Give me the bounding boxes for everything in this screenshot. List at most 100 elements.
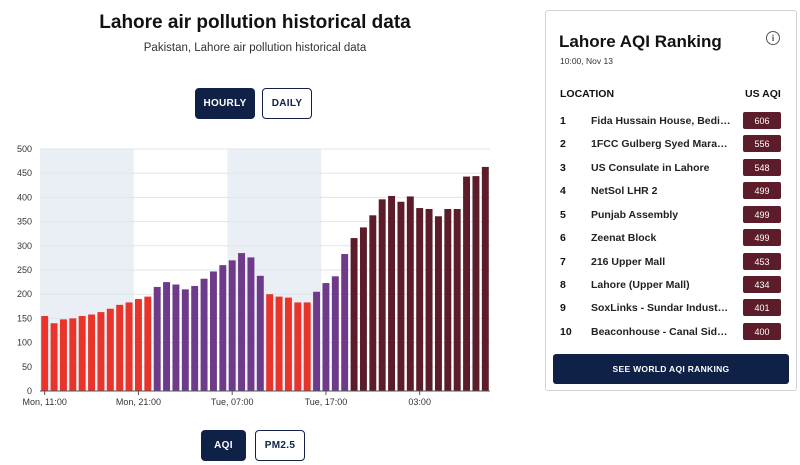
rank-number: 1 — [560, 114, 566, 127]
aqi-badge: 401 — [743, 299, 781, 316]
history-section: Lahore air pollution historical data Pak… — [17, 12, 490, 461]
aqi-bar-chart: 0 50 100 150 200 250 300 350 400 450 500 Mon, 11:00… — [17, 144, 490, 407]
rank-number: 4 — [560, 184, 566, 197]
ranking-row[interactable]: 4 NetSol LHR 2 499 — [546, 179, 798, 202]
y-tick-label: 150 — [17, 313, 32, 323]
location-name[interactable]: SoxLinks - Sundar Industrial Estate — [591, 301, 731, 314]
chart-bar — [481, 166, 489, 391]
x-tick-label: Mon, 11:00 — [23, 397, 67, 407]
chart-bar — [388, 195, 396, 391]
aqi-column-header: US AQI — [745, 88, 781, 100]
aqi-badge: 499 — [743, 229, 781, 246]
ranking-title: Lahore AQI Ranking — [559, 32, 722, 51]
chart-bar — [275, 296, 283, 391]
aqi-badge: 499 — [743, 206, 781, 223]
aqi-badge: 556 — [743, 135, 781, 152]
ranking-row[interactable]: 7 216 Upper Mall 453 — [546, 250, 798, 273]
chart-bar — [219, 265, 227, 391]
ranking-row[interactable]: 10 Beaconhouse - Canal Side Campus 400 — [546, 320, 798, 343]
chart-bar — [163, 282, 171, 391]
chart-bar — [78, 315, 86, 391]
chart-bar — [444, 209, 452, 391]
daily-toggle-button[interactable]: DAILY — [262, 88, 312, 119]
chart-bar — [341, 254, 349, 391]
aqi-badge: 400 — [743, 323, 781, 340]
location-name[interactable]: Beaconhouse - Canal Side Campus — [591, 325, 731, 338]
ranking-row[interactable]: 6 Zeenat Block 499 — [546, 226, 798, 249]
chart-bar — [69, 318, 77, 391]
location-name[interactable]: Fida Hussain House, Bedian Road — [591, 114, 731, 127]
chart-bar — [266, 294, 274, 391]
location-name[interactable]: NetSol LHR 2 — [591, 184, 658, 197]
chart-bar — [125, 302, 133, 391]
y-tick-label: 100 — [17, 338, 32, 348]
ranking-row[interactable]: 9 SoxLinks - Sundar Industrial Estate 40… — [546, 296, 798, 319]
y-tick-label: 250 — [17, 265, 32, 275]
chart-bar — [238, 253, 246, 391]
ranking-row[interactable]: 3 US Consulate in Lahore 548 — [546, 156, 798, 179]
chart-bar — [172, 284, 180, 391]
x-tick-label: 03:00 — [408, 397, 431, 407]
rank-number: 5 — [560, 208, 566, 221]
chart-bar — [472, 176, 480, 391]
y-tick-label: 50 — [22, 362, 32, 372]
location-name[interactable]: 1FCC Gulberg Syed Maratib Ali Road — [591, 137, 731, 150]
chart-bar — [406, 196, 414, 391]
chart-bar — [134, 299, 142, 391]
ranking-timestamp: 10:00, Nov 13 — [560, 56, 613, 66]
chart-bar — [191, 285, 199, 391]
aqi-ranking-panel: Lahore AQI Ranking i 10:00, Nov 13 LOCAT… — [545, 10, 797, 391]
y-tick-label: 350 — [17, 217, 32, 227]
rank-number: 2 — [560, 137, 566, 150]
rank-number: 10 — [560, 325, 572, 338]
chart-bar — [397, 201, 405, 391]
chart-bar — [59, 319, 67, 391]
y-tick-label: 400 — [17, 192, 32, 202]
aqi-toggle-button[interactable]: AQI — [201, 430, 246, 461]
location-name[interactable]: US Consulate in Lahore — [591, 161, 710, 174]
x-tick-label: Tue, 17:00 — [305, 397, 348, 407]
chart-bar — [284, 297, 292, 391]
rank-number: 8 — [560, 278, 566, 291]
chart-bar — [228, 260, 236, 391]
chart-bar — [463, 176, 471, 391]
chart-bar — [256, 275, 264, 391]
pm25-toggle-button[interactable]: PM2.5 — [255, 430, 305, 461]
chart-bar — [434, 216, 442, 391]
ranking-row[interactable]: 2 1FCC Gulberg Syed Maratib Ali Road 556 — [546, 132, 798, 155]
hourly-toggle-button[interactable]: HOURLY — [195, 88, 255, 119]
chart-bar — [97, 312, 105, 391]
rank-number: 7 — [560, 255, 566, 268]
aqi-badge: 548 — [743, 159, 781, 176]
chart-bar — [153, 286, 161, 391]
location-name[interactable]: Zeenat Block — [591, 231, 657, 244]
ranking-row[interactable]: 1 Fida Hussain House, Bedian Road 606 — [546, 109, 798, 132]
y-tick-label: 200 — [17, 289, 32, 299]
y-tick-label: 300 — [17, 241, 32, 251]
chart-bar — [294, 302, 302, 391]
rank-number: 6 — [560, 231, 566, 244]
ranking-row[interactable]: 8 Lahore (Upper Mall) 434 — [546, 273, 798, 296]
ranking-row[interactable]: 5 Punjab Assembly 499 — [546, 203, 798, 226]
location-name[interactable]: Punjab Assembly — [591, 208, 679, 221]
chart-bar — [322, 283, 330, 391]
see-world-ranking-button[interactable]: SEE WORLD AQI RANKING — [553, 354, 789, 384]
info-icon[interactable]: i — [766, 31, 780, 45]
chart-bar — [247, 257, 255, 391]
page-subtitle: Pakistan, Lahore air pollution historica… — [143, 42, 367, 54]
aqi-badge: 453 — [743, 253, 781, 270]
chart-bar — [88, 314, 96, 391]
rank-number: 3 — [560, 161, 566, 174]
chart-bar — [425, 209, 433, 391]
chart-bar — [209, 271, 217, 391]
chart-bar — [453, 209, 461, 391]
rank-number: 9 — [560, 301, 566, 314]
chart-bar — [50, 323, 58, 391]
chart-bar — [106, 308, 114, 391]
chart-bar — [369, 215, 377, 391]
location-name[interactable]: 216 Upper Mall — [591, 255, 666, 268]
aqi-badge: 434 — [743, 276, 781, 293]
chart-bar — [313, 291, 321, 391]
location-name[interactable]: Lahore (Upper Mall) — [591, 278, 690, 291]
chart-bar — [303, 302, 311, 391]
